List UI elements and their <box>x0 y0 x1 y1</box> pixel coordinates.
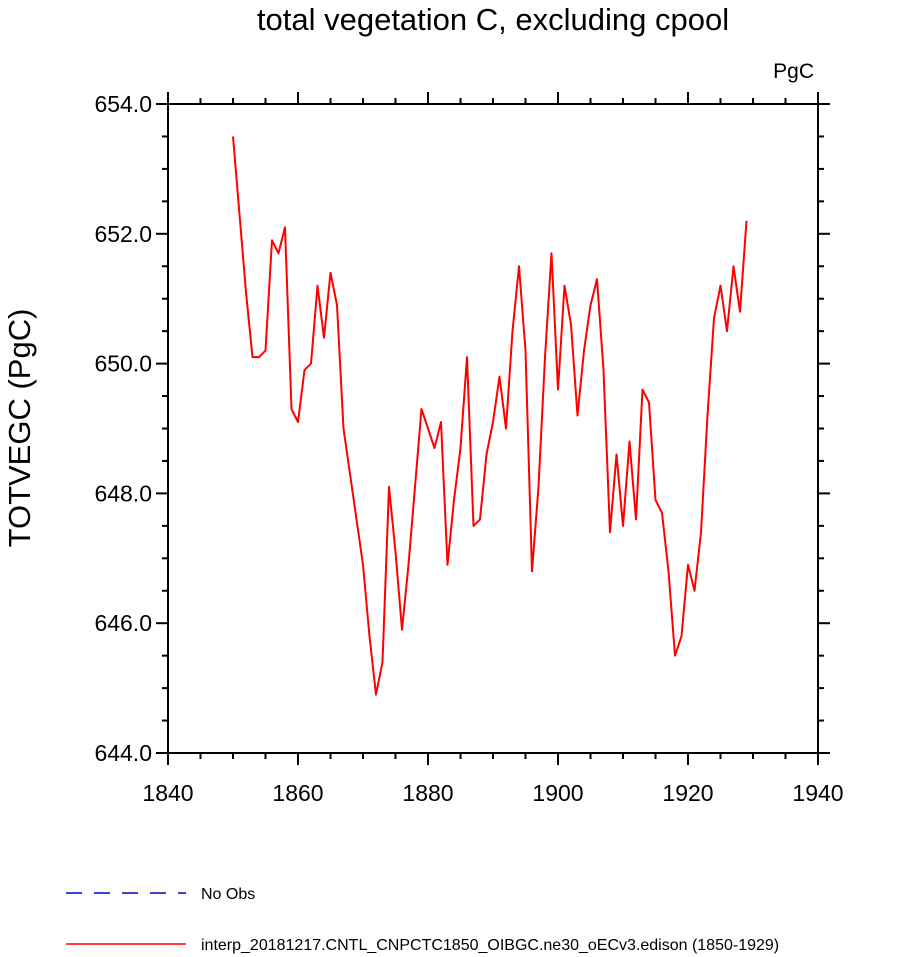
y-tick-label: 654.0 <box>94 91 152 117</box>
y-tick-label: 652.0 <box>94 221 152 247</box>
x-tick-label: 1860 <box>272 780 323 806</box>
y-tick-label: 644.0 <box>94 740 152 766</box>
chart-title: total vegetation C, excluding cpool <box>257 2 729 37</box>
y-axis-label: TOTVEGC (PgC) <box>2 309 37 548</box>
x-tick-label: 1920 <box>662 780 713 806</box>
axis-tick-labels: 644.0 646.0 648.0 650.0 652.0 654.0 1840 1860 18… <box>94 91 843 806</box>
units-label: PgC <box>773 60 814 83</box>
y-tick-label: 650.0 <box>94 351 152 377</box>
y-tick-label: 648.0 <box>94 480 152 506</box>
series-group <box>232 136 748 696</box>
legend-label: interp_20181217.CNTL_CNPCTC1850_OIBGC.ne… <box>201 937 779 954</box>
x-tick-label: 1880 <box>402 780 453 806</box>
series-line <box>232 136 748 696</box>
y-tick-label: 646.0 <box>94 610 152 636</box>
x-tick-label: 1940 <box>792 780 843 806</box>
x-tick-label: 1840 <box>142 780 193 806</box>
x-tick-label: 1900 <box>532 780 583 806</box>
legend: No Obs interp_20181217.CNTL_CNPCTC1850_OI… <box>66 886 779 954</box>
legend-label: No Obs <box>201 886 255 903</box>
plot-frame <box>167 103 819 754</box>
axis-ticks <box>156 92 830 765</box>
